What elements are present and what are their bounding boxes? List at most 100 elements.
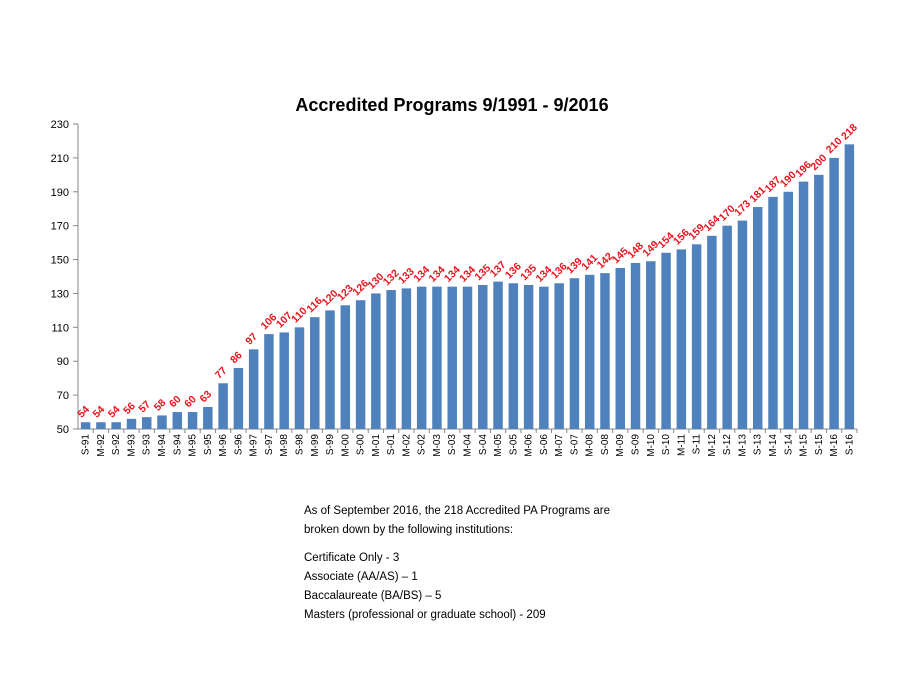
x-tick-label: S-10 [661,434,672,456]
data-label: 54 [106,403,123,420]
x-tick-label: S-03 [447,434,458,456]
x-tick-label: M-99 [310,434,321,457]
data-label: 77 [213,365,230,382]
y-axis-ticks: 50 70 90 110 130 150 170 190 210 230 [51,119,78,436]
bar [233,368,244,429]
x-tick-label: S-08 [600,434,611,456]
bar [798,181,809,429]
x-tick-label: M-92 [96,434,107,457]
y-tick-label: 210 [51,153,69,165]
bar [814,174,824,429]
y-tick-label: 50 [57,424,69,436]
bar [584,274,595,429]
breakdown-intro: As of September 2016, the 218 Accredited… [304,502,724,540]
bar [722,225,732,429]
x-tick-label: M-07 [554,434,565,457]
breakdown-item-baccalaureate: Baccalaureate (BA/BS) – 5 [304,590,442,602]
bar [707,235,717,429]
x-tick-label: M-15 [799,434,810,457]
bar [646,261,656,429]
x-tick-label: M-10 [646,434,657,457]
data-label: 56 [121,400,138,417]
x-tick-label: S-09 [631,434,642,456]
x-tick-label: M-00 [340,434,351,457]
x-tick-label: M-04 [463,434,474,457]
breakdown-item-associate: Associate (AA/AS) – 1 [304,571,418,583]
bar [783,191,793,429]
bar [432,286,442,429]
data-label: 173 [732,198,753,219]
bar [600,273,610,429]
bar [462,286,473,429]
program-breakdown-notes: As of September 2016, the 218 Accredited… [304,502,724,625]
breakdown-intro-line-1: As of September 2016, the 218 Accredited… [304,505,610,517]
x-tick-label: M-11 [676,434,687,456]
y-tick-label: 230 [51,119,69,131]
x-tick-label: M-13 [737,434,748,457]
bar [569,278,580,429]
bar [523,284,534,429]
bar [203,406,213,429]
bar [111,422,121,429]
y-tick-label: 70 [57,390,69,402]
y-tick-label: 170 [51,221,69,233]
x-tick-label: M-95 [188,434,199,457]
bar [539,286,549,429]
bar [447,286,457,429]
bar [768,196,778,429]
x-tick-label: M-94 [157,434,168,457]
bar [126,418,137,429]
x-tick-label: M-98 [279,434,290,457]
bar [264,334,274,429]
x-tick-label: S-07 [569,434,580,456]
data-label: 60 [182,393,199,410]
x-tick-label: S-91 [81,434,92,456]
bar [401,288,412,429]
x-tick-label: M-93 [126,434,137,457]
x-tick-label: S-92 [111,434,122,456]
y-tick-label: 130 [51,288,69,300]
bar [142,417,152,429]
x-tick-label: S-94 [172,434,183,456]
x-tick-label: S-05 [508,434,519,456]
bar [325,310,335,429]
bar [615,268,625,429]
data-label: 210 [824,135,845,156]
bar [691,244,702,429]
y-tick-label: 110 [51,322,69,334]
bar [157,415,167,429]
bar [493,281,503,429]
breakdown-item-masters: Masters (professional or graduate school… [304,609,546,621]
x-tick-label: S-99 [325,434,336,456]
bar [508,283,519,429]
x-tick-label: S-16 [844,434,855,456]
x-tick-label: S-06 [539,434,550,456]
bar [187,412,198,429]
x-tick-label: M-06 [524,434,535,457]
x-tick-label: M-05 [493,434,504,457]
bar [661,252,671,429]
x-tick-label: S-15 [814,434,825,456]
chart-title: Accredited Programs 9/1991 - 9/2016 [295,95,608,115]
bar [80,422,91,429]
x-tick-label: M-03 [432,434,443,457]
x-tick-label: S-97 [264,434,275,456]
x-axis-ticks: S-91 M-92 S-92 M-93 S-93 M-94 S-94 M-95 S-95 M-96… [81,429,858,457]
data-label: 58 [152,397,169,414]
data-label: 57 [136,398,153,415]
x-tick-label: M-16 [829,434,840,457]
x-tick-label: S-00 [356,434,367,456]
x-tick-label: S-04 [478,434,489,456]
bar [630,262,641,429]
bar [737,220,748,429]
bar [96,422,106,429]
x-tick-label: M-97 [249,434,260,457]
breakdown-item-certificate: Certificate Only - 3 [304,552,400,564]
bar [294,327,305,429]
x-tick-label: S-14 [783,434,794,456]
bars [80,144,855,430]
x-tick-label: M-09 [615,434,626,457]
x-tick-label: M-14 [768,434,779,457]
bar [355,300,366,429]
y-tick-label: 190 [51,187,69,199]
